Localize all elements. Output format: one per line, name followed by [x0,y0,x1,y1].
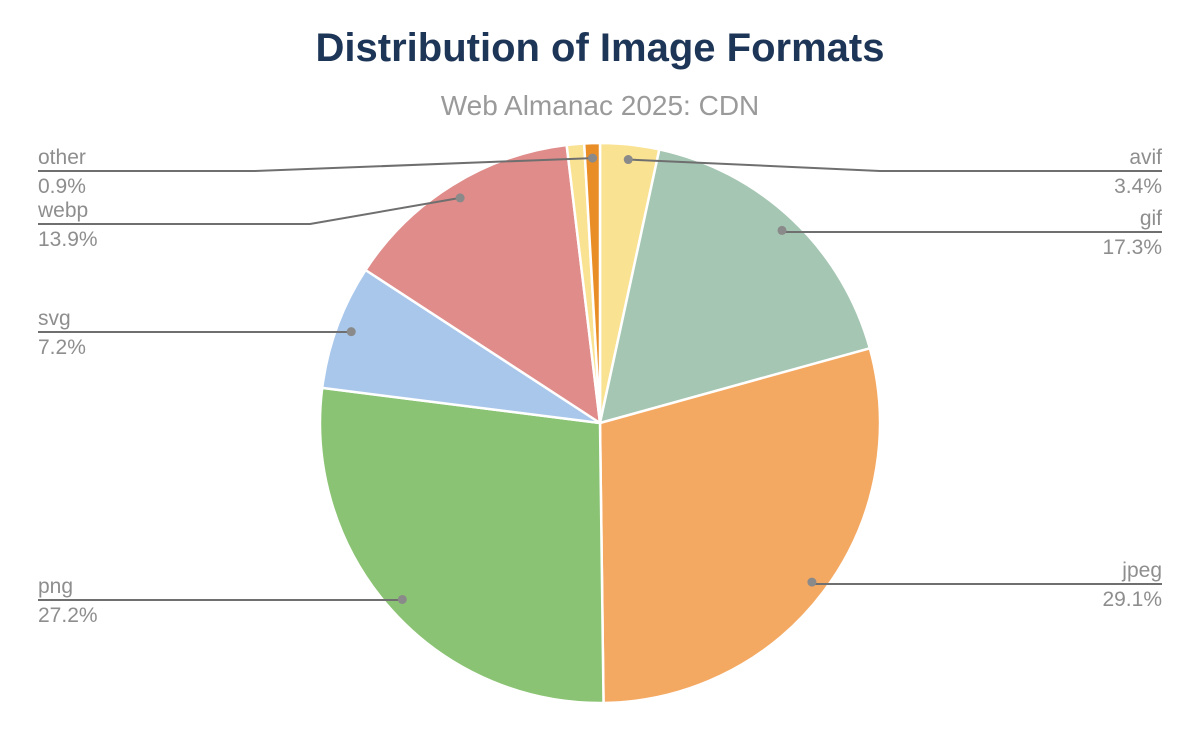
pie-slice-other [582,141,602,425]
leader-dot-avif [623,155,633,165]
pie-labels: avif 3.4% gif 17.3% jpeg 29.1% png 27.2% svg 7.2%… [37,146,1162,627]
slice-label-name-webp: webp [37,199,88,222]
slice-label-name-png: png [38,575,73,598]
leader-dot-other [588,153,598,163]
slice-label-percent-webp: 13.9% [38,228,98,251]
leader-line-other [38,157,593,172]
pie-slice-webp [364,143,602,425]
slice-label-name-avif: avif [1129,146,1162,169]
pie-slice-gif [598,148,872,425]
slice-label-percent-svg: 7.2% [38,336,86,359]
leader-dot-gif [777,225,787,235]
slice-label-name-other: other [38,146,86,169]
leader-line-gif [781,230,1162,233]
leader-dot-jpeg [807,577,817,587]
chart-subtitle: Web Almanac 2025: CDN [440,90,760,121]
pie-slice-svg [320,268,602,425]
pie-slice-jpeg [598,347,882,705]
chart-title: Distribution of Image Formats [315,26,885,70]
slice-label-name-svg: svg [38,307,71,330]
slice-label-percent-avif: 3.4% [1114,175,1162,198]
leader-dot-png [397,594,407,604]
slice-label-percent-jpeg: 29.1% [1102,588,1162,611]
leader-line-avif [628,158,1162,172]
pie-slices [318,141,882,705]
pie-slice-png [318,386,605,705]
leader-line-jpeg [810,582,1162,585]
slice-label-percent-other: 0.9% [38,175,86,198]
leader-dot-webp [455,193,465,203]
slice-label-name-gif: gif [1140,207,1162,230]
slice-label-name-jpeg: jpeg [1121,559,1162,582]
leader-line-png [38,599,404,601]
leader-dot-svg [346,327,356,337]
slice-label-percent-png: 27.2% [38,604,98,627]
slice-label-percent-gif: 17.3% [1102,236,1162,259]
leader-line-webp [38,196,461,225]
